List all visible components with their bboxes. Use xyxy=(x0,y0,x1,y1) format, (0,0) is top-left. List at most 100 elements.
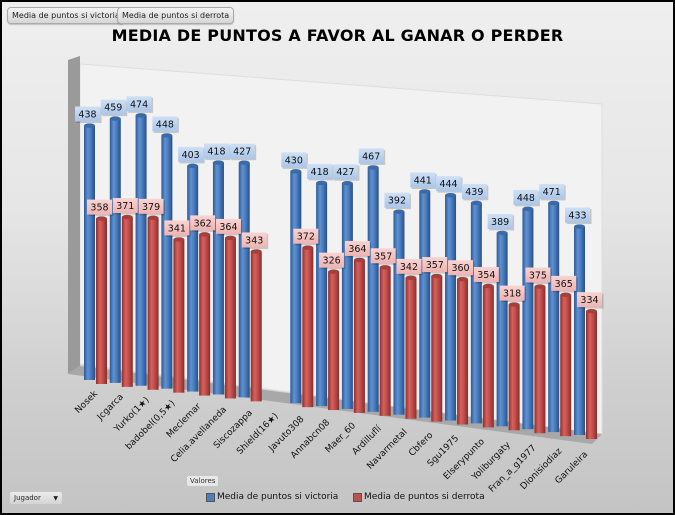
bar-cap xyxy=(212,160,224,165)
data-label-derrota: 360 xyxy=(448,260,475,277)
data-label-derrota: 371 xyxy=(112,198,140,215)
bar-cap xyxy=(316,180,328,186)
data-label-text: 448 xyxy=(156,119,174,130)
bar-victoria xyxy=(367,167,379,412)
bar-derrota xyxy=(508,304,520,431)
bar-derrota xyxy=(224,237,236,399)
bar-cap xyxy=(121,214,133,220)
data-label-derrota: 341 xyxy=(164,220,191,237)
bar-cap xyxy=(508,302,520,307)
data-label-text: 427 xyxy=(336,167,354,178)
bar-cap xyxy=(353,257,365,263)
bar-cap xyxy=(341,181,353,186)
bar-victoria xyxy=(290,171,302,404)
data-label-text: 459 xyxy=(104,103,122,114)
data-label-text: 439 xyxy=(465,187,483,198)
data-label-text: 371 xyxy=(116,201,134,212)
data-label-derrota: 375 xyxy=(525,267,552,285)
data-label-text: 438 xyxy=(78,110,96,121)
data-label-text: 471 xyxy=(543,187,561,198)
bar-victoria xyxy=(341,183,353,409)
data-label-victoria: 448 xyxy=(513,189,540,207)
bar-victoria xyxy=(316,182,328,407)
data-label-text: 360 xyxy=(451,263,469,274)
data-label-text: 441 xyxy=(414,175,432,186)
bar-derrota xyxy=(328,271,340,411)
bar-derrota xyxy=(534,286,546,434)
data-label-derrota: 334 xyxy=(577,292,604,309)
data-label-derrota: 326 xyxy=(319,252,346,270)
bar-cap xyxy=(84,123,95,128)
data-label-victoria: 471 xyxy=(539,183,566,201)
bar-derrota xyxy=(173,239,185,393)
bar-derrota xyxy=(250,251,262,402)
data-label-derrota: 342 xyxy=(396,258,423,276)
bar-derrota xyxy=(121,217,133,387)
data-label-derrota: 357 xyxy=(370,248,398,265)
legend-swatch-red xyxy=(353,492,362,502)
bar-cap xyxy=(431,273,443,279)
field-button-derrota[interactable]: Media de puntos si derrota xyxy=(117,7,235,24)
data-label-text: 365 xyxy=(555,279,573,290)
data-label-victoria: 430 xyxy=(281,152,308,169)
data-label-victoria: 433 xyxy=(565,207,592,225)
bar-derrota xyxy=(147,217,159,390)
data-label-victoria: 389 xyxy=(487,213,515,231)
bar-derrota xyxy=(457,279,469,425)
data-label-text: 403 xyxy=(182,150,200,161)
bar-derrota xyxy=(586,311,597,439)
bar-cap xyxy=(574,224,585,229)
data-label-text: 444 xyxy=(439,179,457,190)
data-label-text: 343 xyxy=(245,235,263,246)
data-label-text: 430 xyxy=(285,155,303,166)
jugador-filter-dropdown[interactable]: Jugador ▼ xyxy=(10,492,62,504)
data-label-text: 474 xyxy=(130,99,148,110)
bar-victoria xyxy=(212,162,224,395)
data-label-text: 334 xyxy=(580,295,598,306)
data-label-derrota: 357 xyxy=(422,257,449,274)
data-label-text: 364 xyxy=(219,222,237,233)
bar-cap xyxy=(445,192,457,198)
bar-victoria xyxy=(161,135,173,389)
data-label-victoria: 459 xyxy=(100,99,128,117)
bar-cap xyxy=(586,308,597,314)
bar-cap xyxy=(534,284,546,289)
data-label-text: 375 xyxy=(529,271,547,282)
data-label-derrota: 358 xyxy=(87,199,114,217)
data-label-text: 357 xyxy=(426,260,444,271)
chevron-down-icon: ▼ xyxy=(53,495,58,502)
data-label-victoria: 439 xyxy=(461,183,489,201)
data-label-victoria: 418 xyxy=(307,163,334,181)
data-label-text: 433 xyxy=(568,211,586,222)
bar-victoria xyxy=(496,232,508,427)
bar-cap xyxy=(328,269,340,274)
bar-victoria xyxy=(548,202,560,433)
data-label-text: 342 xyxy=(400,262,418,273)
bar-cap xyxy=(147,215,159,221)
data-label-text: 341 xyxy=(168,223,186,234)
legend-label-derrota: Media de puntos si derrota xyxy=(364,492,485,502)
bar-cap xyxy=(238,160,250,165)
data-label-derrota: 343 xyxy=(241,232,269,249)
category-label: Nosek xyxy=(73,389,100,416)
data-label-text: 354 xyxy=(477,270,495,281)
bar-victoria xyxy=(574,226,585,435)
data-label-victoria: 467 xyxy=(358,148,386,165)
left-wall xyxy=(68,56,80,374)
data-label-text: 362 xyxy=(194,218,212,229)
bar-derrota xyxy=(482,286,494,428)
data-label-victoria: 418 xyxy=(203,143,231,161)
data-label-derrota: 365 xyxy=(551,275,578,293)
bar-derrota xyxy=(405,277,417,419)
bar-cap xyxy=(187,163,199,169)
legend-item-victoria: Media de puntos si victoria xyxy=(206,492,338,502)
bar-derrota xyxy=(199,234,211,396)
bar-victoria xyxy=(470,202,482,424)
data-label-victoria: 444 xyxy=(436,176,463,193)
data-label-victoria: 448 xyxy=(152,116,179,133)
bar-cap xyxy=(109,116,121,121)
legend-item-derrota: Media de puntos si derrota xyxy=(353,492,485,502)
chart-title: MEDIA DE PUNTOS A FAVOR AL GANAR O PERDE… xyxy=(111,26,564,45)
